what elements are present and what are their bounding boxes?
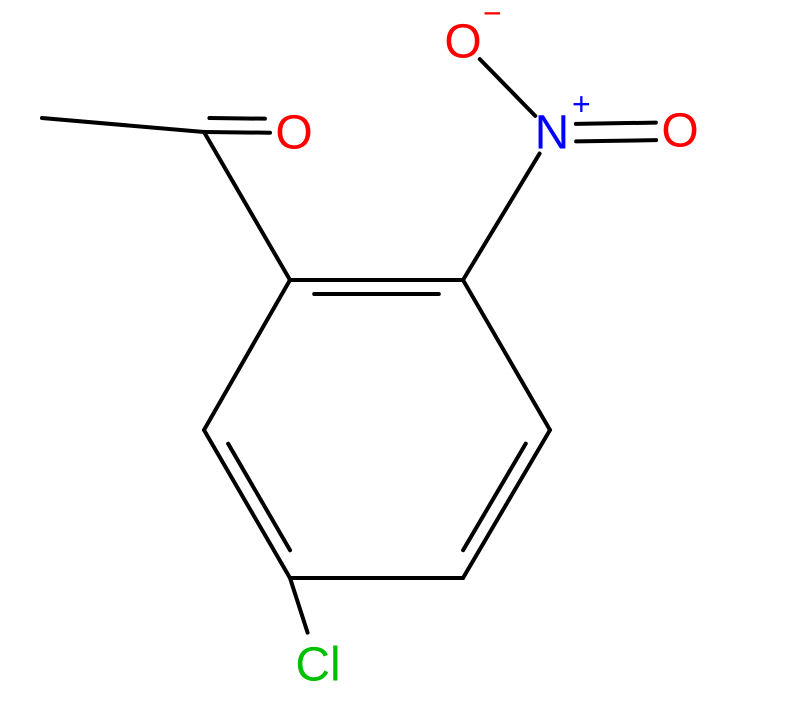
molecule-canvas: ON+O−OCl	[0, 0, 800, 710]
o-atom: O	[661, 105, 698, 158]
cl-atom: Cl	[295, 639, 340, 692]
o-atom: O	[275, 107, 312, 160]
atoms-group: ON+O−OCl	[275, 0, 698, 692]
charge-label: +	[572, 86, 591, 122]
charge-label: −	[483, 0, 502, 31]
n-atom: N	[535, 107, 570, 160]
o-atom: O	[444, 16, 481, 69]
